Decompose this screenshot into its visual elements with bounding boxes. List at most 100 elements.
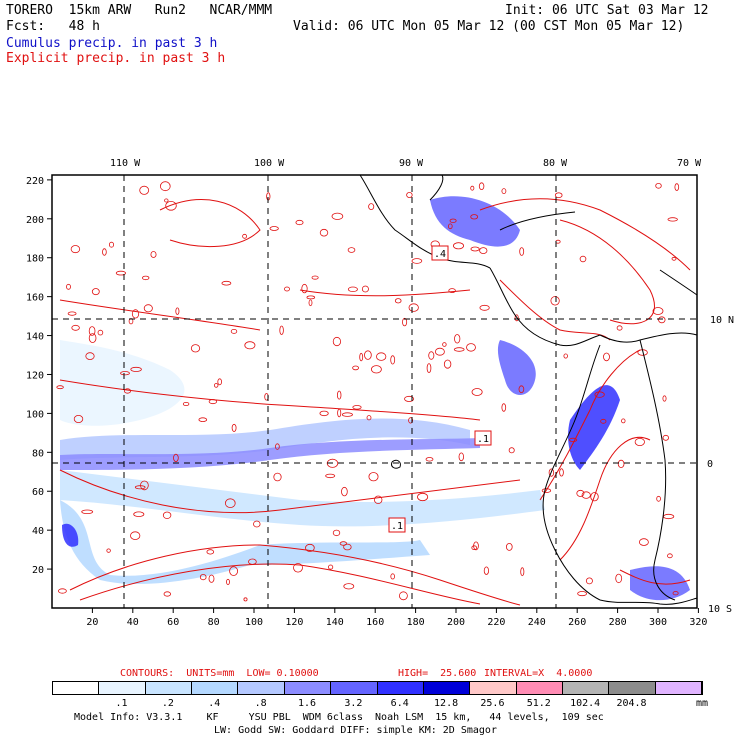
explicit-precip-cell — [406, 191, 413, 198]
explicit-precip-cell — [325, 473, 336, 479]
cumulus-precip-region — [60, 500, 430, 585]
explicit-precip-cell — [97, 329, 104, 336]
colorbar-swatch — [562, 682, 610, 694]
model-title: TORERO 15km ARW Run2 NCAR/MMM — [6, 3, 273, 18]
x-tick-label: 140 — [326, 617, 344, 628]
explicit-precip-cell — [470, 185, 475, 191]
explicit-precip-cell — [163, 591, 171, 597]
explicit-precip-cell — [71, 324, 80, 331]
explicit-precip-cell — [550, 296, 560, 306]
colorbar-tick-label: 12.8 — [434, 698, 459, 709]
explicit-precip-cell — [140, 480, 149, 491]
x-tick-label: 200 — [447, 617, 465, 628]
explicit-precip-cell — [343, 543, 352, 551]
explicit-precip-cell — [199, 573, 207, 581]
legend-explicit: Explicit precip. in past 3 h — [6, 51, 226, 66]
explicit-precip-cell — [248, 558, 257, 565]
explicit-precip-cell — [130, 531, 141, 540]
y-tick-label: 120 — [26, 370, 44, 381]
explicit-precip-cell — [447, 223, 453, 230]
coastline — [359, 174, 491, 269]
explicit-precip-contour — [559, 436, 651, 561]
svg-text:.4: .4 — [434, 249, 446, 260]
explicit-precip-contour — [69, 544, 521, 606]
explicit-precip-cell — [479, 304, 490, 311]
explicit-precip-cell — [284, 286, 290, 292]
explicit-precip-contour — [79, 563, 481, 605]
colorbar-tick-label: 3.2 — [344, 698, 363, 709]
legend-cumulus: Cumulus precip. in past 3 h — [6, 36, 218, 51]
explicit-precip-cell — [67, 311, 77, 316]
explicit-precip-cell — [667, 553, 673, 559]
explicit-precip-contour — [499, 279, 611, 341]
cumulus-precip-region — [630, 566, 690, 601]
explicit-precip-cell — [368, 472, 379, 482]
coastline — [639, 339, 676, 601]
x-tick-label: 40 — [127, 617, 139, 628]
explicit-precip-cell — [671, 256, 677, 261]
explicit-precip-cell — [85, 352, 95, 360]
explicit-precip-cell — [374, 495, 383, 504]
y-tick-label: 200 — [26, 215, 44, 226]
explicit-precip-cell — [655, 183, 662, 189]
colorbar-tick-label: 1.6 — [297, 698, 317, 709]
explicit-precip-cell — [269, 226, 279, 231]
colorbar — [52, 681, 703, 695]
explicit-precip-cell — [615, 573, 623, 584]
explicit-precip-cell — [563, 353, 568, 359]
explicit-precip-cell — [332, 336, 341, 347]
cumulus-precip-region — [430, 196, 520, 247]
explicit-precip-cell — [639, 538, 649, 546]
explicit-precip-cell — [70, 245, 81, 254]
explicit-precip-cell — [208, 399, 218, 405]
explicit-precip-cell — [617, 459, 625, 468]
explicit-precip-cell — [366, 415, 372, 421]
explicit-precip-cell — [448, 288, 456, 294]
explicit-precip-cell — [182, 401, 190, 406]
colorbar-tick-label: .1 — [115, 698, 128, 709]
explicit-precip-cell — [390, 355, 396, 365]
lon-label-100w: 100 W — [254, 158, 285, 169]
explicit-precip-cell — [434, 347, 445, 356]
explicit-precip-cell — [339, 541, 348, 546]
colorbar-tick-label: .8 — [254, 698, 267, 709]
explicit-precip-cell — [231, 423, 237, 432]
explicit-precip-cell — [390, 573, 396, 580]
x-tick-label: 320 — [689, 617, 707, 628]
explicit-precip-cell — [337, 390, 342, 400]
explicit-precip-cell — [173, 453, 179, 462]
explicit-precip-cell — [428, 351, 435, 360]
explicit-precip-cell — [225, 498, 236, 509]
cumulus-precip-region — [62, 523, 79, 547]
explicit-precip-cell — [295, 219, 304, 226]
explicit-precip-cell — [458, 452, 464, 462]
explicit-precip-cell — [141, 275, 150, 281]
explicit-precip-cell — [404, 395, 415, 402]
graticule — [52, 175, 697, 608]
explicit-precip-cell — [133, 511, 145, 517]
colorbar-swatch — [192, 682, 239, 694]
explicit-precip-cell — [417, 492, 429, 502]
coastlines — [359, 174, 698, 605]
explicit-precip-cell — [221, 280, 232, 286]
explicit-precip-cell — [470, 246, 480, 252]
map-frame — [51, 174, 698, 609]
explicit-precip-cell — [341, 412, 353, 417]
cumulus-precip-region — [60, 418, 470, 460]
explicit-precip-cell — [426, 363, 432, 374]
explicit-precip-cell — [229, 566, 239, 576]
explicit-precip-cell — [230, 328, 238, 334]
explicit-precip-cell — [600, 418, 607, 424]
explicit-precip-cell — [305, 543, 315, 552]
colorbar-tick-label: 6.4 — [390, 698, 409, 709]
explicit-precip-cell — [175, 307, 180, 315]
coastline — [429, 174, 444, 201]
explicit-precip-cell — [165, 201, 177, 211]
colorbar-tick-label: 25.6 — [480, 698, 505, 709]
explicit-precip-cell — [213, 383, 219, 388]
explicit-precip-cell — [190, 344, 201, 353]
lon-label-110w: 110 W — [110, 158, 141, 169]
explicit-precip-contour — [299, 289, 471, 297]
explicit-precip-cell — [244, 341, 256, 350]
